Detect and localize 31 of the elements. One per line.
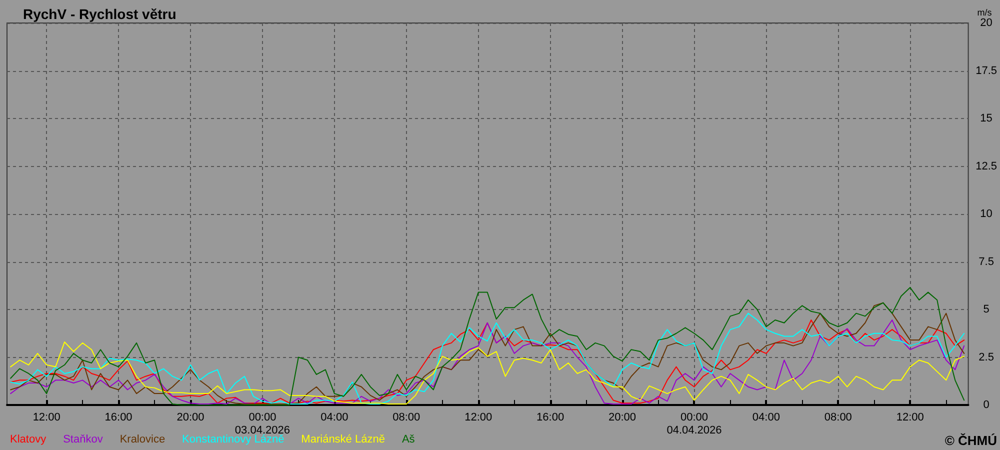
x-tick-label: 16:00 <box>536 412 564 424</box>
x-tick-label: 20:00 <box>176 412 204 424</box>
y-tick-label: 2.5 <box>978 351 994 364</box>
text: Staňkov <box>63 434 104 446</box>
x-tick-label: 12:00 <box>464 412 492 424</box>
y-tick-label: 0 <box>983 399 990 411</box>
text: Konstantinovy Lázně <box>182 434 284 446</box>
text: Mariánské Lázně <box>301 434 385 446</box>
x-tick-label: 16:00 <box>104 412 132 424</box>
y-tick-label: 20 <box>980 17 992 29</box>
x-tick-label: 12:00 <box>896 412 924 424</box>
y-tick-label: 10 <box>980 208 992 220</box>
text: Kralovice <box>120 434 166 446</box>
x-tick-label: 04:00 <box>320 412 348 424</box>
x-tick-label: 12:00 <box>32 412 60 424</box>
text: © ČHMÚ <box>944 433 998 448</box>
x-tick-label: 20:00 <box>608 412 636 424</box>
x-tick-label: 04:00 <box>752 412 780 424</box>
x-tick-label: 08:00 <box>392 412 420 424</box>
y-tick-label: 17.5 <box>976 64 998 77</box>
y-tick-label: 5 <box>983 304 990 316</box>
x-tick-label: 00:00 04.04.2026 <box>666 412 722 436</box>
y-tick-label: 12.5 <box>976 160 998 172</box>
line-series <box>10 341 965 405</box>
text: Aš <box>402 434 416 446</box>
chart-title: RychV - Rychlost větru <box>23 6 176 22</box>
x-tick-label: 08:00 <box>824 412 852 424</box>
text: Klatovy <box>10 434 47 446</box>
y-tick-label: 7.5 <box>978 256 994 268</box>
y-axis-title: m/s <box>977 8 992 18</box>
y-tick-label: 15 <box>980 112 992 124</box>
